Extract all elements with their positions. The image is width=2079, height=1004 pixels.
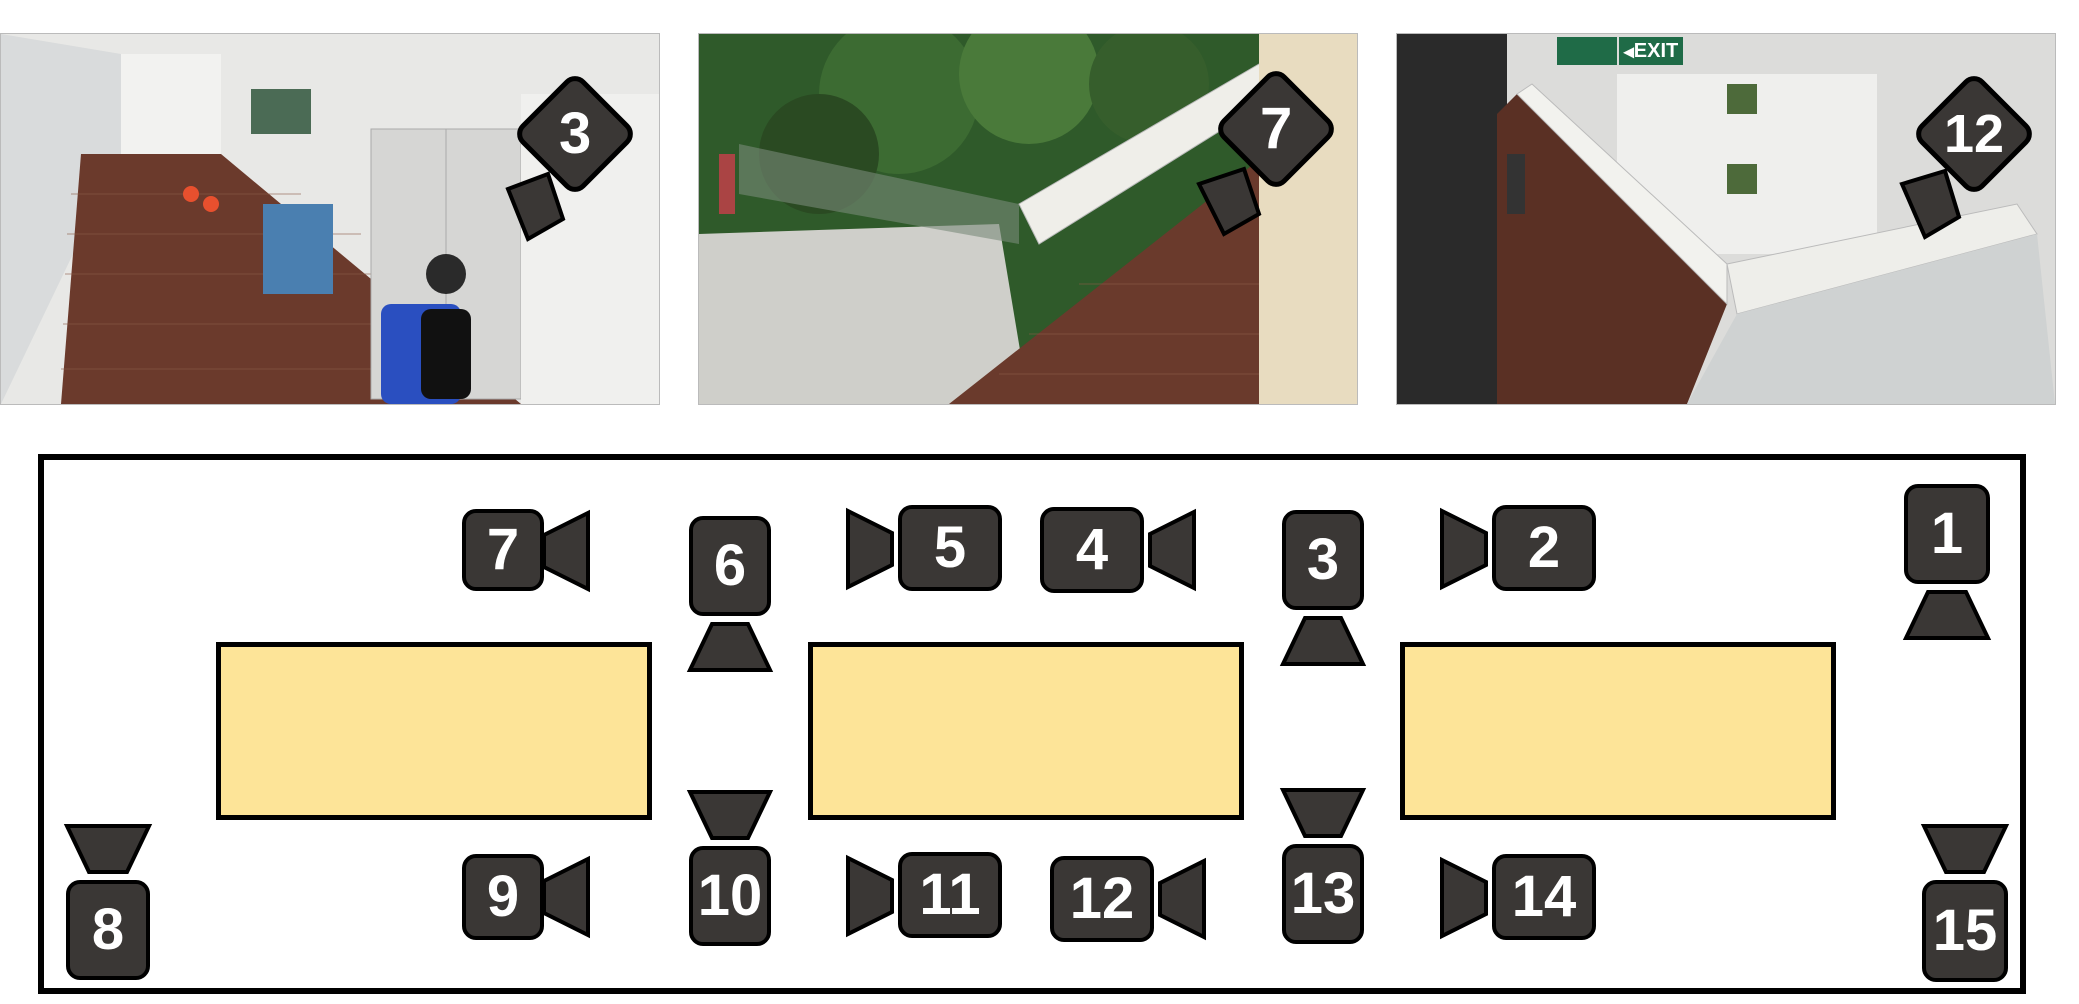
- camera-13-body: 13: [1282, 844, 1364, 944]
- exit-sign-arrow-icon: ◂: [1623, 40, 1634, 63]
- camera-12-overlay: 12: [1887, 70, 2047, 240]
- floor-plan: 7 6 5 4 3: [38, 454, 2026, 994]
- camera-7: 7: [462, 509, 590, 599]
- camera-3: 3: [1279, 510, 1367, 674]
- camera-7-photo: 7: [698, 33, 1358, 405]
- camera-4: 4: [1040, 507, 1196, 597]
- camera-10-number: 10: [697, 863, 763, 928]
- camera-7-overlay: 7: [1189, 65, 1349, 237]
- room-block-right: [1400, 642, 1836, 820]
- lens-icon: [1196, 166, 1262, 237]
- camera-9-body: 9: [462, 854, 544, 940]
- camera-14-body: 14: [1492, 854, 1596, 940]
- lens-icon: [542, 509, 590, 593]
- camera-5: 5: [846, 505, 1002, 595]
- lens-icon: [1279, 788, 1367, 838]
- camera-2-body: 2: [1492, 505, 1596, 591]
- camera-6-number: 6: [713, 533, 747, 598]
- camera-8-number: 8: [91, 897, 125, 962]
- camera-9: 9: [462, 854, 590, 944]
- camera-7-label: 7: [1259, 95, 1293, 161]
- lens-icon: [542, 855, 590, 939]
- lens-icon: [1899, 168, 1962, 240]
- camera-8-body: 8: [66, 880, 150, 980]
- lens-icon: [686, 622, 774, 672]
- camera-11-body: 11: [898, 852, 1002, 938]
- camera-4-number: 4: [1075, 517, 1109, 582]
- room-block-center: [808, 642, 1244, 820]
- lens-icon: [1148, 508, 1196, 592]
- lens-icon: [63, 824, 153, 874]
- camera-5-body: 5: [898, 505, 1002, 591]
- camera-10-body: 10: [689, 846, 771, 946]
- camera-4-body: 4: [1040, 507, 1144, 593]
- camera-11: 11: [846, 852, 1002, 942]
- camera-15-body: 15: [1922, 880, 2008, 982]
- camera-8: 8: [63, 824, 153, 986]
- lens-icon: [1920, 824, 2010, 874]
- camera-10: 10: [686, 790, 774, 952]
- camera-11-number: 11: [919, 862, 981, 927]
- walkway-scene-image: [699, 34, 1357, 404]
- camera-6: 6: [686, 516, 774, 680]
- exit-sign: ◂ EXIT: [1619, 37, 1683, 65]
- exit-sign-text: EXIT: [1633, 39, 1679, 62]
- lens-icon: [1902, 590, 1992, 640]
- camera-12-body: 12: [1050, 856, 1154, 942]
- lens-icon: [846, 854, 894, 938]
- camera-13-number: 13: [1290, 861, 1356, 926]
- camera-3-label: 3: [558, 100, 592, 166]
- camera-7-number: 7: [486, 517, 520, 582]
- lens-icon: [1440, 507, 1488, 591]
- camera-7-body: 7: [462, 509, 544, 591]
- camera-12-photo: ◂ EXIT 12: [1396, 33, 2056, 405]
- lens-icon: [846, 507, 894, 591]
- camera-3-photo: 3: [0, 33, 660, 405]
- camera-14: 14: [1440, 854, 1596, 944]
- camera-15-number: 15: [1932, 898, 1998, 963]
- camera-12: 12: [1050, 856, 1206, 946]
- camera-1-number: 1: [1930, 501, 1964, 566]
- camera-12-number: 12: [1069, 866, 1135, 931]
- lens-icon: [686, 790, 774, 840]
- camera-3-body: 3: [1282, 510, 1364, 610]
- room-block-left: [216, 642, 652, 820]
- lens-icon: [1158, 857, 1206, 941]
- camera-15: 15: [1920, 824, 2010, 990]
- lens-icon: [505, 171, 566, 242]
- camera-1: 1: [1902, 484, 1992, 644]
- camera-5-number: 5: [933, 515, 967, 580]
- camera-2: 2: [1440, 505, 1596, 595]
- camera-12-label: 12: [1943, 103, 2005, 164]
- lens-icon: [1440, 856, 1488, 940]
- camera-2-number: 2: [1527, 515, 1561, 580]
- camera-1-body: 1: [1904, 484, 1990, 584]
- camera-13: 13: [1279, 788, 1367, 950]
- camera-14-number: 14: [1511, 864, 1577, 929]
- lens-icon: [1279, 616, 1367, 666]
- camera-9-number: 9: [486, 864, 520, 929]
- camera-6-body: 6: [689, 516, 771, 616]
- camera-3-overlay: 3: [488, 70, 648, 242]
- exit-corridor-scene-image: [1397, 34, 2055, 404]
- camera-3-number: 3: [1306, 527, 1340, 592]
